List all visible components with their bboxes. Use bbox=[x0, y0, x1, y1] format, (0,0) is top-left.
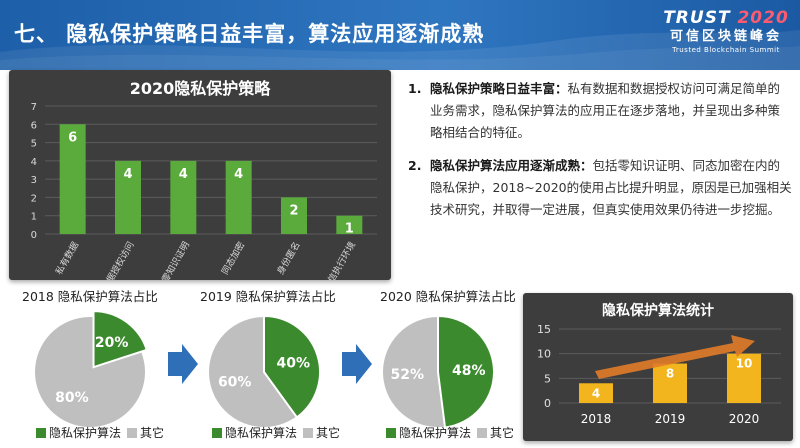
x-tick-label: 2020 bbox=[729, 412, 760, 426]
bar bbox=[727, 353, 761, 403]
header-wave-decoration bbox=[0, 30, 800, 70]
pie-title-2020: 2020 隐私保护算法占比 bbox=[380, 289, 516, 304]
y-tick-label: 0 bbox=[31, 230, 37, 241]
right-arrow-icon bbox=[342, 344, 372, 384]
slice-label: 40% bbox=[277, 355, 311, 371]
pie-legend-2020: 隐私保护算法 其它 bbox=[386, 424, 520, 441]
pie-legend-2019: 隐私保护算法 其它 bbox=[212, 424, 346, 441]
data-label: 4 bbox=[179, 167, 188, 182]
legend-label: 其它 bbox=[316, 426, 341, 440]
x-tick-label: 2019 bbox=[655, 412, 686, 426]
y-tick-label: 2 bbox=[31, 193, 37, 204]
y-tick-label: 5 bbox=[544, 372, 551, 385]
data-label: 8 bbox=[666, 367, 674, 381]
y-tick-label: 4 bbox=[31, 157, 37, 168]
chart-title: 隐私保护算法统计 bbox=[602, 302, 714, 319]
bar bbox=[170, 160, 197, 234]
strategy-chart-panel: 2020隐私保护策略 0 1 2 3 4 5 6 7 6 私有数据 4 数据授权访问 4 零知识证明 4 同态加… bbox=[9, 70, 391, 292]
logo-chinese-name: 可信区块链峰会 bbox=[669, 29, 782, 44]
finding-number: 2. bbox=[408, 158, 422, 173]
summit-logo: TRUST 2020 可信区块链峰会 Trusted Blockchain Su… bbox=[658, 8, 794, 64]
pie-title-2019: 2019 隐私保护算法占比 bbox=[200, 289, 336, 304]
pie-2018 隐私保护算法占比: 20% 80% bbox=[33, 310, 149, 429]
y-tick-label: 7 bbox=[31, 102, 37, 113]
bar bbox=[653, 363, 687, 403]
header-bar: 七、 隐私保护策略日益丰富，算法应用逐渐成熟 TRUST 2020 可信区块链峰… bbox=[0, 0, 800, 70]
bar bbox=[579, 383, 613, 403]
data-label: 10 bbox=[736, 357, 753, 371]
finding-heading: 隐私保护算法应用逐渐成熟： bbox=[430, 158, 593, 173]
legend-swatch-other bbox=[127, 427, 138, 438]
data-label: 2 bbox=[289, 203, 298, 218]
pie-slice-algorithm bbox=[263, 314, 321, 419]
finding-item-1: 1. 隐私保护策略日益丰富：私有数据和数据授权访问可满足简单的业务需求，隐私保护… bbox=[408, 78, 792, 144]
y-tick-label: 1 bbox=[31, 212, 37, 223]
slice-label: 48% bbox=[452, 363, 486, 379]
algorithm-stats-bar-chart: 隐私保护算法统计 0 5 10 15 4 2018 8 2019 10 2020 bbox=[537, 302, 781, 426]
y-tick-label: 5 bbox=[31, 139, 37, 150]
pie-legend-2018: 隐私保护算法 其它 bbox=[36, 424, 170, 441]
logo-year: 2020 bbox=[737, 8, 789, 28]
y-tick-label: 15 bbox=[537, 323, 551, 336]
pie-2020 隐私保护算法占比: 48% 52% bbox=[381, 314, 495, 429]
bar bbox=[59, 124, 86, 234]
right-arrow-icon bbox=[168, 344, 198, 384]
legend-label: 其它 bbox=[140, 426, 165, 440]
slice-label: 80% bbox=[55, 390, 89, 406]
bar bbox=[225, 160, 252, 234]
finding-body: 私有数据和数据授权访问可满足简单的业务需求，隐私保护算法的应用正在逐步落地，并呈… bbox=[430, 81, 781, 140]
logo-english-name: Trusted Blockchain Summit bbox=[672, 46, 780, 54]
y-tick-label: 3 bbox=[31, 175, 37, 186]
data-label: 1 bbox=[345, 222, 354, 237]
algorithm-stats-panel: 隐私保护算法统计 0 5 10 15 4 2018 8 2019 10 2020 bbox=[523, 293, 793, 441]
bar bbox=[115, 160, 141, 234]
bar bbox=[281, 197, 307, 234]
y-tick-label: 6 bbox=[31, 120, 37, 131]
legend-swatch-algorithm bbox=[36, 427, 46, 438]
finding-body: 包括零知识证明、同态加密在内的隐私保护，2018~2020的使用占比提升明显，原… bbox=[430, 158, 792, 217]
slice-label: 52% bbox=[391, 367, 425, 383]
slice-label: 60% bbox=[218, 375, 252, 391]
legend-label: 隐私保护算法 bbox=[49, 426, 122, 440]
legend-swatch-algorithm bbox=[212, 427, 222, 438]
page-title: 七、 隐私保护策略日益丰富，算法应用逐渐成熟 bbox=[14, 22, 485, 46]
finding-heading: 隐私保护策略日益丰富： bbox=[430, 81, 568, 96]
data-label: 6 bbox=[68, 130, 77, 145]
x-tick-label: 2018 bbox=[581, 412, 612, 426]
y-tick-label: 0 bbox=[544, 397, 551, 410]
pie-slice-algorithm bbox=[437, 314, 495, 429]
pie-slice-algorithm bbox=[92, 310, 149, 369]
legend-label: 隐私保护算法 bbox=[225, 426, 298, 440]
findings-text: 1. 隐私保护策略日益丰富：私有数据和数据授权访问可满足简单的业务需求，隐私保护… bbox=[408, 78, 792, 232]
legend-label: 其它 bbox=[490, 426, 515, 440]
pie-title-2018: 2018 隐私保护算法占比 bbox=[22, 289, 158, 304]
legend-swatch-algorithm bbox=[386, 427, 396, 438]
finding-item-2: 2. 隐私保护算法应用逐渐成熟：包括零知识证明、同态加密在内的隐私保护，2018… bbox=[408, 155, 792, 221]
bar bbox=[336, 215, 363, 234]
trend-arrow-icon bbox=[595, 335, 755, 379]
data-label: 4 bbox=[234, 167, 243, 182]
logo-brand-text: TRUST bbox=[663, 8, 731, 28]
legend-label: 隐私保护算法 bbox=[399, 426, 472, 440]
y-tick-label: 10 bbox=[537, 348, 551, 361]
slice-label: 20% bbox=[95, 335, 129, 351]
data-label: 4 bbox=[123, 167, 132, 182]
strategy-bar-chart: 2020隐私保护策略012345676私有数据4数据授权访问4零知识证明4同态加… bbox=[31, 79, 377, 292]
logo-brand: TRUST 2020 bbox=[658, 8, 794, 28]
finding-number: 1. bbox=[408, 81, 422, 96]
chart-title: 2020隐私保护策略 bbox=[130, 79, 272, 98]
pie-2019 隐私保护算法占比: 40% 60% bbox=[207, 314, 321, 429]
legend-swatch-other bbox=[477, 427, 488, 438]
data-label: 4 bbox=[592, 386, 600, 400]
legend-swatch-other bbox=[303, 427, 314, 438]
